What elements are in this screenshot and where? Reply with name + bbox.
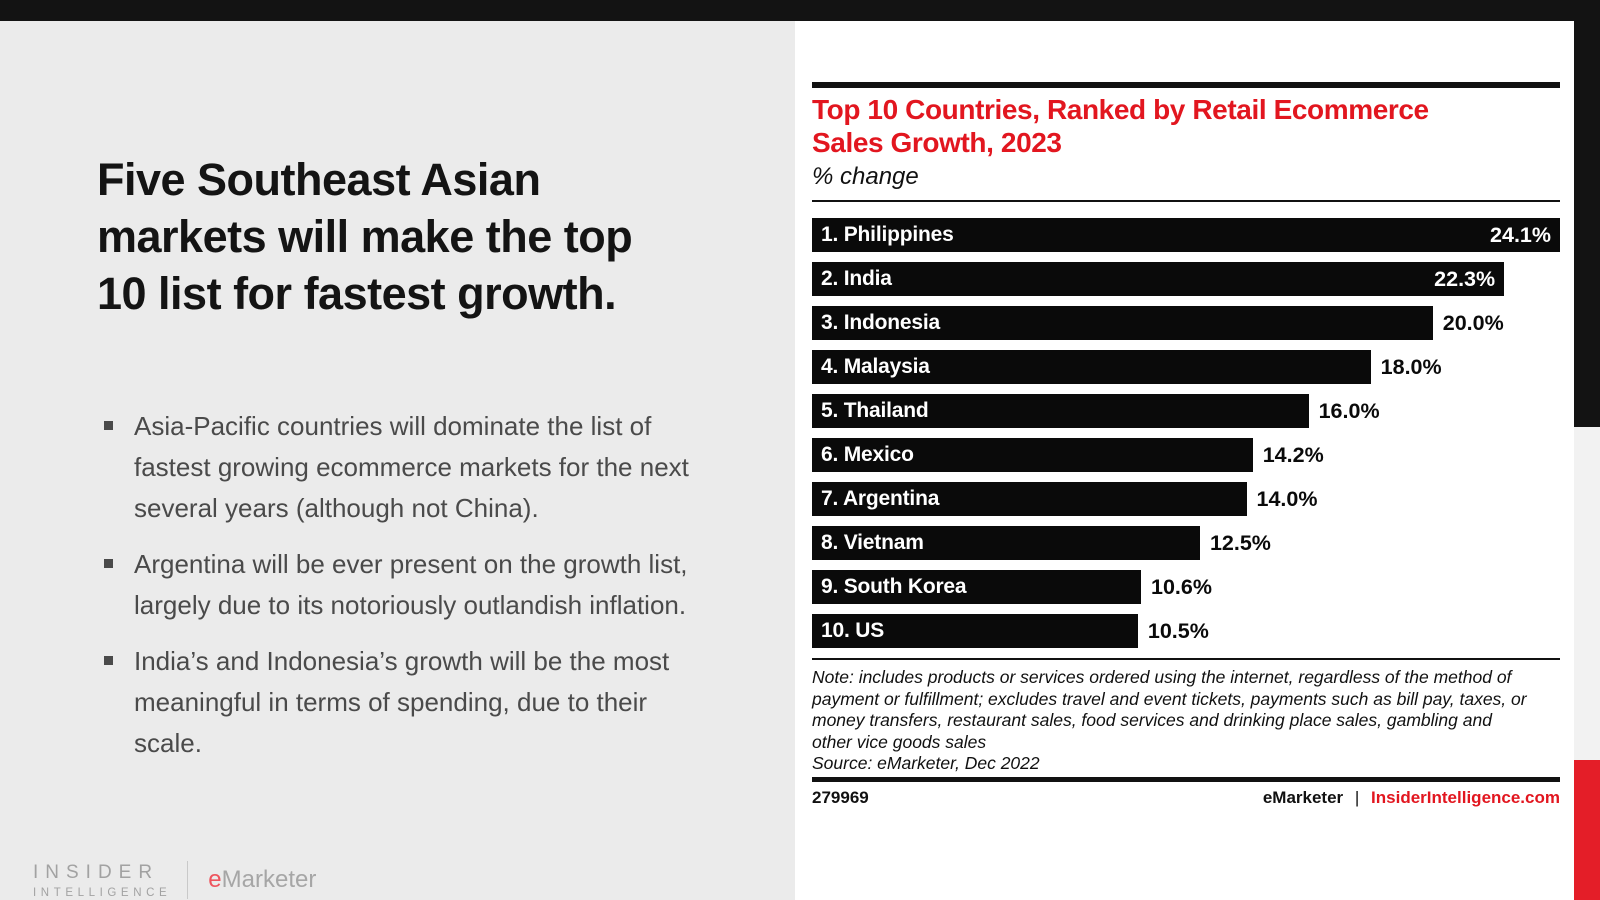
bullet-square-icon: [104, 421, 113, 430]
bar-country-label: 5. Thailand: [821, 399, 929, 422]
bar: 7. Argentina: [812, 482, 1247, 516]
bullet-square-icon: [104, 656, 113, 665]
bar-value-label: 10.6%: [1150, 574, 1212, 599]
bar-country-label: 7. Argentina: [821, 487, 940, 510]
bar: 3. Indonesia: [812, 306, 1433, 340]
bar-value-label: 22.3%: [1434, 266, 1496, 291]
bar-country-label: 3. Indonesia: [821, 311, 940, 334]
bar-row: 8. Vietnam 12.5%: [812, 526, 1560, 560]
edge-strip-red: [1574, 760, 1600, 900]
note-line-4: other vice goods sales: [812, 731, 987, 752]
bullet-text-3: India’s and Indonesia’s growth will be t…: [134, 646, 670, 758]
note-line-2: payment or fulfillment; excludes travel …: [812, 688, 1527, 709]
bar-row: 3. Indonesia 20.0%: [812, 306, 1560, 340]
chart-title-line-1: Top 10 Countries, Ranked by Retail Ecomm…: [812, 94, 1429, 125]
bar: 4. Malaysia: [812, 350, 1371, 384]
slide-headline: Five Southeast Asian markets will make t…: [97, 151, 757, 322]
bar-chart: 1. Philippines 24.1% 2. India 22.3% 3. Indon…: [812, 218, 1560, 648]
chart-subtitle: % change: [812, 163, 919, 190]
chart-title-line-2: Sales Growth, 2023: [812, 127, 1062, 158]
bar-row: 4. Malaysia 18.0%: [812, 350, 1560, 384]
headline-line-3: 10 list for fastest growth.: [97, 268, 617, 319]
bullet-list: Asia-Pacific countries will dominate the…: [104, 406, 704, 779]
bar-value-label: 14.2%: [1262, 442, 1324, 467]
top-black-bar: [0, 0, 1600, 21]
bar-row: 5. Thailand 16.0%: [812, 394, 1560, 428]
bar-value-label: 14.0%: [1256, 486, 1318, 511]
brand-logos: INSIDER INTELLIGENCE eMarketer: [33, 861, 316, 899]
bar-value-label: 18.0%: [1380, 354, 1442, 379]
bar-country-label: 1. Philippines: [821, 223, 954, 246]
bar: 6. Mexico: [812, 438, 1253, 472]
logo-divider: [187, 861, 189, 899]
emarketer-logo-e: e: [208, 866, 222, 893]
edge-strip-black: [1574, 21, 1600, 427]
bar-value-label: 10.5%: [1147, 618, 1209, 643]
chart-footer: 279969 eMarketer | InsiderIntelligence.c…: [812, 788, 1560, 808]
bullet-text-1: Asia-Pacific countries will dominate the…: [134, 411, 689, 523]
bar-country-label: 6. Mexico: [821, 443, 914, 466]
edge-strip-gray: [1574, 427, 1600, 760]
bar: 10. US: [812, 614, 1138, 648]
bar-row: 9. South Korea 10.6%: [812, 570, 1560, 604]
bar-country-label: 8. Vietnam: [821, 531, 924, 554]
headline-line-1: Five Southeast Asian: [97, 154, 541, 205]
right-edge-strip: [1574, 21, 1600, 900]
bar-value-label: 16.0%: [1318, 398, 1380, 423]
bullet-item-2: Argentina will be ever present on the gr…: [104, 544, 704, 626]
insider-logo-line2: INTELLIGENCE: [33, 886, 172, 899]
chart-panel: Top 10 Countries, Ranked by Retail Ecomm…: [795, 21, 1574, 900]
slide-text-panel: Five Southeast Asian markets will make t…: [0, 21, 795, 900]
footer-site-link: InsiderIntelligence.com: [1371, 787, 1560, 807]
note-line-1: Note: includes products or services orde…: [812, 667, 1512, 687]
bar-row: 1. Philippines 24.1%: [812, 218, 1560, 252]
insider-intelligence-logo: INSIDER INTELLIGENCE: [33, 862, 171, 899]
chart-note: Note: includes products or services orde…: [812, 667, 1560, 775]
emarketer-logo: eMarketer: [208, 866, 316, 894]
note-rule: [812, 658, 1560, 660]
bar: 8. Vietnam: [812, 526, 1200, 560]
bar-value-label: 24.1%: [1490, 222, 1551, 247]
bar: 9. South Korea: [812, 570, 1141, 604]
footer-separator: |: [1354, 787, 1360, 807]
emarketer-logo-rest: Marketer: [221, 866, 317, 893]
bar-value-label: 20.0%: [1442, 310, 1504, 335]
subtitle-rule: [812, 200, 1560, 202]
bar-country-label: 4. Malaysia: [821, 355, 930, 378]
bar: 1. Philippines 24.1%: [812, 218, 1560, 252]
bar-row: 2. India 22.3%: [812, 262, 1560, 296]
bar-country-label: 10. US: [821, 619, 884, 642]
bullet-text-2: Argentina will be ever present on the gr…: [134, 549, 688, 620]
bar-row: 10. US 10.5%: [812, 614, 1560, 648]
bullet-square-icon: [104, 559, 113, 568]
bar-row: 6. Mexico 14.2%: [812, 438, 1560, 472]
chart-id: 279969: [812, 787, 869, 807]
note-line-3: money transfers, restaurant sales, food …: [812, 710, 1492, 730]
bar: 5. Thailand: [812, 394, 1309, 428]
insider-logo-line1: INSIDER: [33, 861, 160, 883]
bullet-item-3: India’s and Indonesia’s growth will be t…: [104, 641, 704, 764]
chart-bottom-rule: [812, 776, 1560, 782]
headline-line-2: markets will make the top: [97, 211, 633, 262]
footer-brand: eMarketer: [1262, 787, 1344, 807]
source-line: Source: eMarketer, Dec 2022: [812, 753, 1040, 773]
chart-top-rule: [812, 82, 1560, 88]
bullet-item-1: Asia-Pacific countries will dominate the…: [104, 406, 704, 529]
bar-country-label: 9. South Korea: [821, 575, 967, 598]
chart-title: Top 10 Countries, Ranked by Retail Ecomm…: [812, 93, 1560, 159]
bar-value-label: 12.5%: [1209, 530, 1271, 555]
footer-branding: eMarketer | InsiderIntelligence.com: [1263, 788, 1560, 808]
chart-container: Top 10 Countries, Ranked by Retail Ecomm…: [812, 82, 1560, 808]
bar-country-label: 2. India: [821, 267, 892, 290]
bar: 2. India 22.3%: [812, 262, 1505, 296]
bar-row: 7. Argentina 14.0%: [812, 482, 1560, 516]
